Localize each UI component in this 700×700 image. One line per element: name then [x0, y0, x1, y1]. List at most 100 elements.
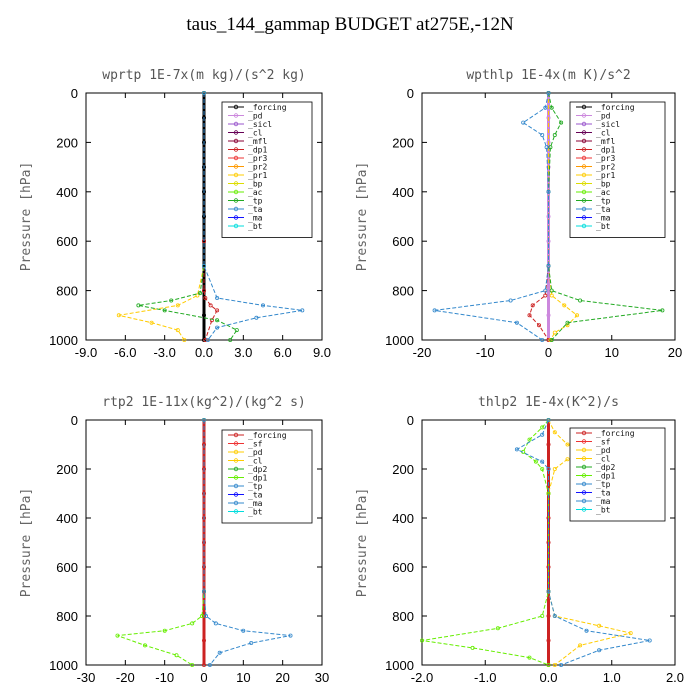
data-point [182, 337, 187, 342]
legend-marker [233, 104, 239, 110]
data-point [546, 589, 551, 594]
x-tick-label: -30 [77, 670, 96, 685]
legend-marker [233, 441, 239, 446]
data-point [597, 623, 602, 628]
data-point [249, 641, 254, 646]
legend-label: _dp1 [596, 146, 615, 155]
panel-title: wpthlp 1E-4x(m K)/s^2 [466, 68, 630, 83]
data-point [552, 663, 557, 668]
data-point [578, 298, 583, 303]
y-axis-label: Pressure [hPa] [19, 488, 34, 598]
legend-marker [581, 181, 587, 186]
data-point [228, 337, 233, 342]
data-point [660, 308, 665, 313]
data-point [142, 643, 147, 648]
x-tick-label: -10 [155, 670, 174, 685]
data-point [575, 313, 580, 318]
legend-marker [233, 189, 239, 195]
legend-marker [581, 456, 587, 461]
data-point [201, 589, 206, 594]
chart-panel-2: wpthlp 1E-4x(m K)/s^2 Pressure [hPa] -20 -1… [355, 68, 682, 360]
legend-marker [233, 475, 239, 480]
legend: _forcing_sf_pd_cl_dp2_dp1_tp_ta_ma_bt [221, 429, 313, 524]
legend-marker [233, 130, 239, 135]
data-point [190, 621, 195, 626]
data-point [521, 120, 526, 125]
legend-label: _forcing [596, 429, 635, 438]
legend-marker [581, 206, 587, 212]
legend-label: _ac [596, 188, 611, 197]
data-point [546, 466, 551, 471]
y-tick-label: 800 [56, 609, 78, 624]
y-tick-label: 200 [392, 462, 414, 477]
data-point [470, 645, 475, 650]
data-point [540, 132, 545, 137]
y-tick-label: 1000 [385, 333, 414, 348]
data-point [540, 432, 545, 437]
data-point [201, 663, 206, 668]
series-line-dp1 [528, 93, 549, 341]
legend-label: _bt [248, 508, 263, 517]
data-point [543, 293, 548, 298]
legend-marker [233, 155, 239, 161]
series-line-ac [138, 93, 238, 341]
data-point [201, 638, 206, 643]
legend-label: _pr3 [248, 154, 267, 163]
legend-marker [233, 466, 239, 472]
y-tick-label: 1000 [49, 333, 78, 348]
data-point [548, 145, 553, 150]
legend-label: _sf [596, 438, 611, 447]
main-title: taus_144_gammap BUDGET at275E,-12N [186, 14, 514, 35]
y-axis-label: Pressure [hPa] [355, 162, 370, 272]
legend-marker [581, 447, 587, 453]
legend-label: _ma [248, 499, 263, 508]
data-point [215, 308, 220, 313]
y-tick-label: 200 [56, 135, 78, 150]
data-point [565, 442, 570, 447]
data-point [260, 303, 265, 308]
data-point [527, 437, 532, 442]
x-tick-label: 20 [275, 670, 289, 685]
legend-label: _bp [596, 180, 611, 189]
data-point [213, 621, 218, 626]
data-point [288, 633, 293, 638]
legend-label: _forcing [596, 103, 635, 112]
data-point [562, 303, 567, 308]
x-tick-label: 0 [200, 670, 207, 685]
x-tick-label: 0 [545, 345, 552, 360]
y-tick-label: 0 [407, 413, 414, 428]
legend-label: _ma [596, 214, 611, 223]
legend-label: _tp [596, 197, 611, 206]
legend-label: _ta [596, 489, 611, 498]
x-tick-label: 1.0 [603, 670, 621, 685]
y-tick-label: 1000 [49, 658, 78, 673]
legend-marker [233, 164, 239, 169]
x-tick-label: -20 [413, 345, 432, 360]
legend-label: _ma [596, 497, 611, 506]
data-point [565, 320, 570, 325]
data-point [195, 293, 200, 298]
legend-marker [233, 458, 239, 463]
legend-marker [233, 138, 239, 144]
data-point [201, 91, 206, 96]
legend-label: _ac [248, 188, 263, 197]
data-point [217, 650, 222, 655]
legend-marker [581, 198, 587, 203]
legend-label: _bt [596, 506, 611, 515]
y-tick-label: 600 [392, 234, 414, 249]
data-point [546, 189, 551, 194]
legend-marker [581, 164, 587, 169]
data-point [546, 417, 551, 422]
legend-marker [233, 198, 239, 203]
x-tick-label: 0.0 [539, 670, 557, 685]
data-point [552, 330, 557, 335]
legend-marker [581, 172, 587, 178]
legend-marker [581, 147, 587, 152]
data-point [207, 663, 212, 668]
data-point [162, 308, 167, 313]
legend-label: _cl [596, 455, 611, 464]
legend-marker [233, 113, 239, 118]
legend-marker [581, 507, 587, 512]
x-tick-label: -6.0 [114, 345, 136, 360]
data-point [175, 328, 180, 333]
